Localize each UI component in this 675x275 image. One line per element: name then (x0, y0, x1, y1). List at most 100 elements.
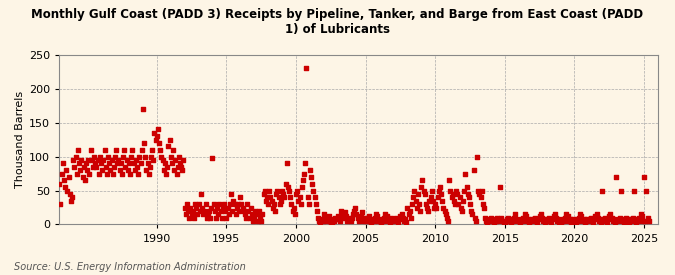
Point (237, 205, 248, 210)
Point (323, 214, 334, 219)
Point (562, 214, 573, 219)
Point (390, 216, 401, 220)
Point (546, 220, 557, 225)
Point (606, 216, 617, 220)
Point (601, 219, 612, 223)
Point (547, 217, 558, 221)
Point (456, 209, 467, 213)
Point (561, 212, 572, 216)
Point (377, 219, 388, 223)
Point (213, 212, 223, 216)
Point (238, 209, 249, 213)
Point (254, 216, 265, 220)
Point (80, 161, 91, 166)
Point (498, 220, 509, 225)
Point (103, 154, 113, 159)
Point (448, 199, 459, 203)
Point (374, 219, 385, 223)
Point (280, 182, 291, 186)
Point (173, 154, 184, 159)
Point (373, 219, 384, 223)
Point (425, 195, 436, 200)
Point (540, 220, 551, 225)
Point (264, 188, 275, 193)
Point (315, 222, 326, 227)
Point (440, 212, 451, 216)
Point (256, 219, 267, 223)
Point (128, 161, 139, 166)
Point (419, 192, 430, 196)
Point (198, 212, 209, 216)
Point (518, 216, 529, 220)
Point (564, 217, 575, 221)
Point (207, 156, 218, 160)
Point (485, 216, 496, 220)
Point (464, 195, 475, 200)
Point (311, 209, 322, 213)
Point (259, 188, 270, 193)
Point (398, 216, 408, 220)
Point (109, 164, 119, 169)
Point (155, 148, 165, 152)
Point (272, 188, 283, 193)
Point (427, 188, 437, 193)
Point (380, 212, 391, 216)
Point (614, 216, 625, 220)
Point (385, 220, 396, 225)
Point (146, 148, 157, 152)
Point (55, 202, 66, 206)
Point (464, 202, 475, 206)
Point (392, 219, 402, 223)
Point (125, 171, 136, 176)
Point (453, 202, 464, 206)
Point (220, 209, 231, 213)
Point (163, 144, 173, 148)
Point (627, 216, 638, 220)
Point (300, 161, 310, 166)
Point (70, 154, 81, 159)
Point (294, 195, 305, 200)
Point (157, 158, 168, 162)
Point (219, 202, 230, 206)
Point (117, 171, 128, 176)
Point (167, 161, 178, 166)
Point (639, 175, 649, 179)
Point (243, 209, 254, 213)
Point (345, 219, 356, 223)
Point (344, 216, 355, 220)
Point (122, 168, 133, 172)
Point (576, 214, 587, 219)
Point (506, 217, 517, 221)
Point (619, 220, 630, 225)
Point (401, 220, 412, 225)
Point (548, 214, 559, 219)
Point (424, 199, 435, 203)
Point (227, 209, 238, 213)
Point (625, 219, 636, 223)
Point (104, 161, 115, 166)
Point (222, 205, 233, 210)
Point (633, 219, 644, 223)
Point (199, 209, 210, 213)
Point (628, 188, 639, 193)
Point (286, 202, 297, 206)
Point (214, 202, 225, 206)
Point (369, 216, 380, 220)
Point (269, 202, 279, 206)
Point (54, 182, 65, 186)
Point (404, 209, 415, 213)
Point (59, 185, 70, 189)
Point (432, 195, 443, 200)
Point (61, 168, 72, 172)
Point (188, 209, 198, 213)
Point (284, 188, 294, 193)
Point (590, 214, 601, 219)
Point (354, 217, 365, 221)
Point (296, 185, 307, 189)
Point (88, 154, 99, 159)
Point (406, 202, 417, 206)
Point (288, 205, 299, 210)
Point (330, 216, 341, 220)
Point (598, 217, 609, 221)
Point (229, 202, 240, 206)
